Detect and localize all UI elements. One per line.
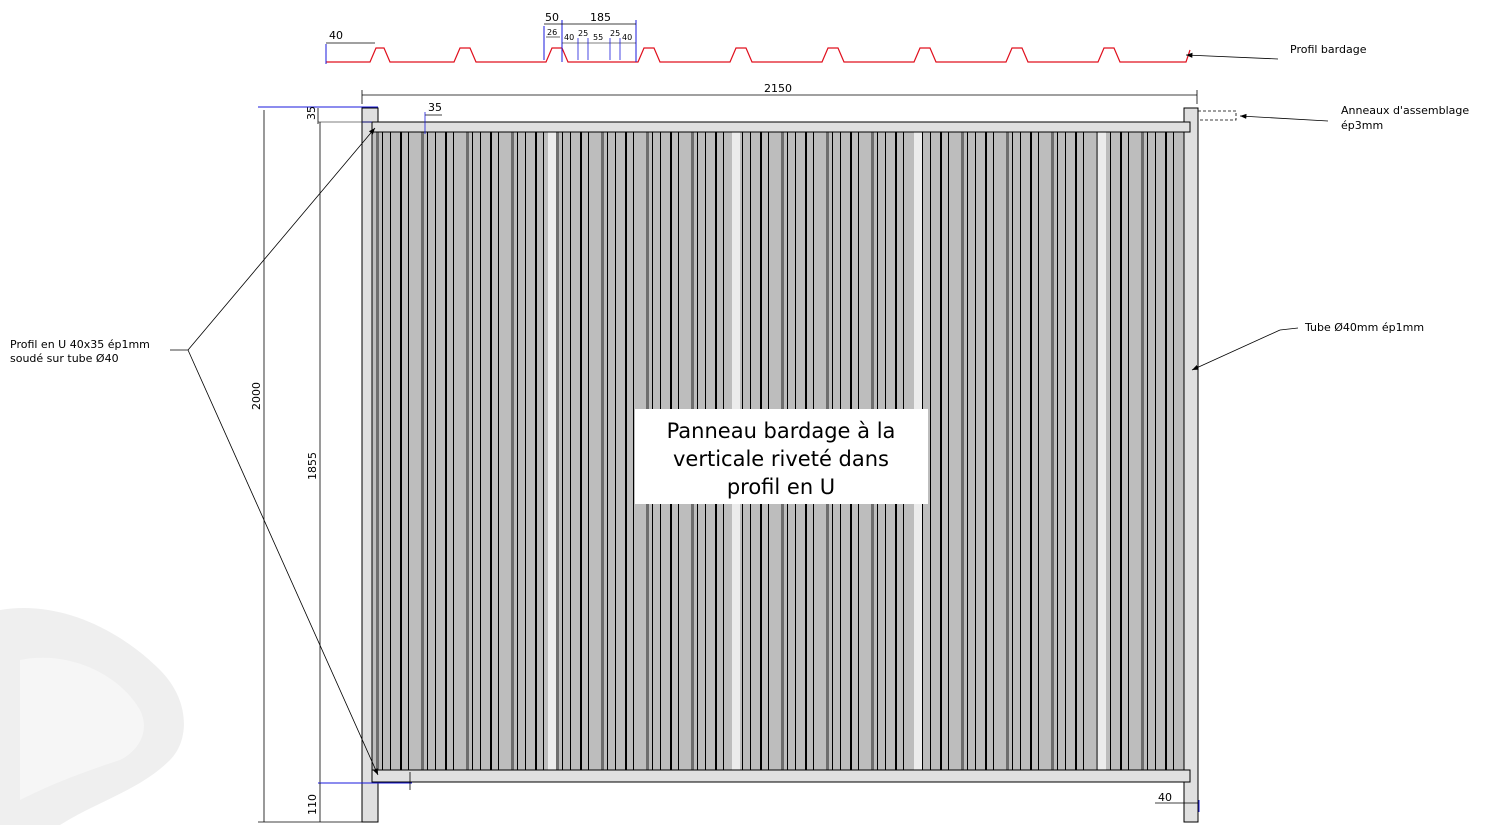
rib-line [1147, 132, 1148, 770]
rib-line [390, 132, 391, 770]
rib-highlight [548, 132, 556, 770]
rib-line [498, 132, 499, 770]
rib-line [1030, 132, 1032, 770]
rib-line [562, 132, 563, 770]
rib-line [961, 132, 964, 770]
rib-line [525, 132, 526, 770]
rib-line [1051, 132, 1054, 770]
cladding-profile-line [326, 47, 1191, 63]
profile-dim-26: 26 [547, 28, 557, 37]
rib-line [382, 132, 383, 770]
assembly-ring [1197, 110, 1237, 121]
rib-line [490, 132, 492, 770]
rib-line [1006, 132, 1009, 770]
rib-line [1165, 132, 1167, 770]
profile-dim-185: 185 [590, 11, 611, 24]
right-post [1183, 107, 1199, 823]
rib-line [948, 132, 949, 770]
rib-line [376, 132, 379, 770]
rib-line [435, 132, 436, 770]
dim-overall-width: 2150 [764, 82, 792, 95]
gate-panel [361, 107, 1237, 823]
profile-dim-25b: 25 [610, 29, 620, 38]
callout-anneaux-line1: Anneaux d'assemblage [1341, 104, 1469, 117]
center-label-line1: Panneau bardage à la [667, 419, 896, 443]
rib-line [1096, 132, 1099, 770]
dim-frame-offset: 35 [428, 101, 442, 114]
rib-line [1012, 132, 1013, 770]
rib-line [543, 132, 544, 770]
rib-line [1038, 132, 1039, 770]
rib-line [601, 132, 604, 770]
rib-line [1020, 132, 1021, 770]
profile-dim-40b: 40 [564, 33, 574, 42]
rib-line [588, 132, 589, 770]
rib-line [480, 132, 481, 770]
dim-panel-height: 1855 [306, 452, 319, 480]
rib-line [511, 132, 514, 770]
center-label-box [635, 409, 928, 504]
center-label-line2: verticale riveté dans [673, 447, 889, 471]
cladding-profile: 40 50 185 26 40 25 55 25 40 Profil barda… [325, 11, 1367, 64]
rib-line [1173, 132, 1174, 770]
rib-line [633, 132, 634, 770]
rib-line [1083, 132, 1084, 770]
rib-highlight [1098, 132, 1106, 770]
rib-line [466, 132, 469, 770]
callout-anneaux-line2: ép3mm [1341, 119, 1383, 132]
rib-line [556, 132, 559, 770]
rib-line [472, 132, 473, 770]
rib-line [580, 132, 582, 770]
watermark-logo-inner [20, 657, 144, 800]
rib-line [1155, 132, 1156, 770]
rib-line [1065, 132, 1066, 770]
callout-profil-u-line2: soudé sur tube Ø40 [10, 352, 119, 365]
rib-line [408, 132, 409, 770]
rib-line [1120, 132, 1122, 770]
rib-line [535, 132, 537, 770]
callout-tube: Tube Ø40mm ép1mm [1304, 321, 1424, 334]
rib-line [975, 132, 976, 770]
callout-profil-u-line1: Profil en U 40x35 ép1mm [10, 338, 150, 351]
rib-line [1128, 132, 1129, 770]
rib-line [400, 132, 402, 770]
rib-line [421, 132, 424, 770]
rib-line [940, 132, 942, 770]
dim-post-width: 40 [1158, 791, 1172, 804]
dim-top-rail: 35 [305, 106, 318, 120]
rib-line [615, 132, 616, 770]
rib-line [967, 132, 968, 770]
rib-line [1141, 132, 1144, 770]
dim-foot-height: 110 [306, 794, 319, 815]
rib-line [517, 132, 518, 770]
callout-profil-bardage: Profil bardage [1290, 43, 1367, 56]
rib-line [1075, 132, 1077, 770]
top-rail [371, 121, 1191, 133]
rib-line [453, 132, 454, 770]
rib-line [985, 132, 987, 770]
profile-dim-55: 55 [593, 33, 603, 42]
rib-line [1110, 132, 1111, 770]
center-label-line3: profil en U [727, 475, 835, 499]
bottom-rail [371, 769, 1191, 783]
dim-overall-height: 2000 [250, 382, 263, 410]
rib-line [625, 132, 627, 770]
rib-line [445, 132, 447, 770]
rib-line [570, 132, 571, 770]
profile-dim-40c: 40 [622, 33, 632, 42]
rib-line [607, 132, 608, 770]
rib-line [427, 132, 428, 770]
profile-dim-50: 50 [545, 11, 559, 24]
profile-dim-40: 40 [329, 29, 343, 42]
rib-line [1057, 132, 1058, 770]
rib-line [993, 132, 994, 770]
profile-dim-25a: 25 [578, 29, 588, 38]
rib-line [930, 132, 931, 770]
